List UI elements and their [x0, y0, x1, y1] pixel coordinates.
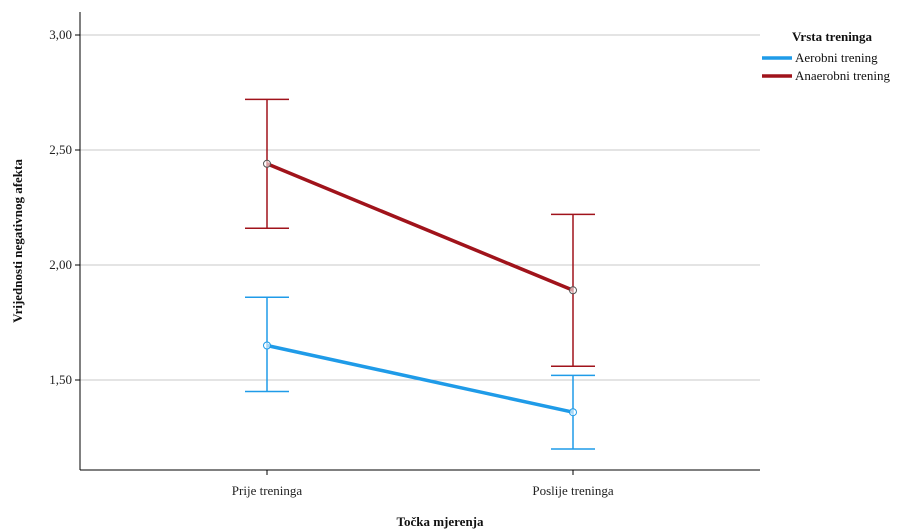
y-tick-label: 1,50 [49, 372, 72, 387]
y-tick-label: 2,50 [49, 142, 72, 157]
series-2 [245, 98, 595, 367]
legend-label: Anaerobni trening [795, 68, 890, 83]
y-ticks: 1,50 2,00 2,50 3,00 [49, 27, 80, 387]
series-group [245, 98, 595, 450]
y-tick-label: 3,00 [49, 27, 72, 42]
axes [79, 12, 760, 471]
data-point [569, 408, 577, 417]
y-tick-label: 2,00 [49, 257, 72, 272]
x-tick-label: Prije treninga [232, 483, 303, 498]
data-point [263, 341, 271, 350]
x-ticks: Prije treninga Poslije treninga [232, 470, 614, 498]
series-line [266, 343, 574, 414]
legend-label: Aerobni trening [795, 50, 878, 65]
series-line [266, 162, 574, 292]
gridlines [80, 34, 760, 381]
y-axis-title: Vrijednosti negativnog afekta [10, 159, 25, 323]
data-point [263, 159, 271, 168]
data-point [569, 286, 577, 295]
series-1 [245, 296, 595, 450]
legend-title: Vrsta treninga [792, 29, 873, 44]
legend: Vrsta treninga Aerobni trening Anaerobni … [762, 29, 890, 83]
x-axis-title: Točka mjerenja [396, 514, 484, 529]
x-tick-label: Poslije treninga [532, 483, 613, 498]
